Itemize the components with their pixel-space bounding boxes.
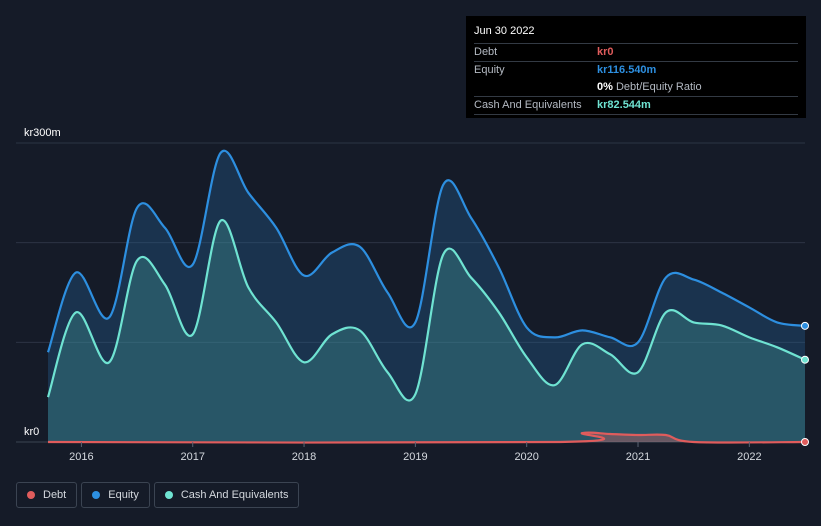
y-tick-label-zero: kr0 bbox=[24, 426, 39, 438]
x-tick-label-2019: 2019 bbox=[403, 451, 427, 463]
end-marker-debt bbox=[801, 438, 809, 446]
area-cash-and-equivalents bbox=[48, 220, 805, 442]
axes: kr300m kr0 2016 2017 2018 2019 2020 2021 2022 bbox=[24, 127, 762, 463]
tooltip-ratio-text: Debt/Equity Ratio bbox=[615, 81, 702, 93]
x-tick-label-2021: 2021 bbox=[626, 451, 650, 463]
x-tick-label-2018: 2018 bbox=[292, 451, 316, 463]
legend-item-cash[interactable]: Cash And Equivalents bbox=[153, 482, 300, 508]
end-marker-equity bbox=[801, 321, 809, 330]
legend-label-debt: Debt bbox=[43, 489, 67, 501]
tooltip-date: Jun 30 2022 bbox=[474, 23, 798, 44]
legend-dot-cash bbox=[164, 491, 173, 499]
legend-item-equity[interactable]: Equity bbox=[81, 482, 150, 508]
legend-label-equity: Equity bbox=[108, 489, 139, 501]
series-areas bbox=[48, 150, 805, 443]
legend-dot-equity bbox=[92, 491, 101, 499]
line-cash-and-equivalents bbox=[46, 219, 806, 402]
legend-item-debt[interactable]: Debt bbox=[16, 482, 78, 508]
legend-label-cash: Cash And Equivalents bbox=[180, 489, 289, 501]
tooltip-ratio-value: 0% bbox=[597, 81, 613, 93]
y-tick-label-top: kr300m bbox=[24, 127, 61, 139]
tooltip-row-debt: Debt kr0 bbox=[474, 44, 798, 62]
tooltip-equity-label: Equity bbox=[474, 64, 505, 76]
chart-legend: Debt Equity Cash And Equivalents bbox=[16, 482, 300, 508]
tooltip-row-cash: Cash And Equivalents kr82.544m bbox=[474, 97, 798, 115]
line-equity bbox=[46, 149, 806, 353]
tooltip-row-ratio: 0% Debt/Equity Ratio bbox=[474, 79, 798, 97]
area-equity bbox=[48, 150, 805, 442]
x-tick-label-2020: 2020 bbox=[514, 451, 538, 463]
tooltip-ratio-label-spacer bbox=[474, 79, 597, 96]
data-tooltip: Jun 30 2022 Debt kr0 Equity kr116.540m 0… bbox=[466, 16, 806, 118]
tooltip-row-equity: Equity kr116.540m bbox=[474, 62, 798, 79]
tooltip-debt-label: Debt bbox=[474, 46, 498, 58]
series-lines bbox=[46, 149, 806, 444]
tooltip-debt-value: kr0 bbox=[597, 46, 614, 58]
tooltip-equity-value: kr116.540m bbox=[597, 64, 657, 76]
line-debt bbox=[47, 431, 806, 444]
legend-dot-debt bbox=[27, 491, 35, 499]
tooltip-cash-label: Cash And Equivalents bbox=[474, 99, 582, 111]
tooltip-cash-value: kr82.544m bbox=[597, 99, 651, 111]
x-tick-label-2016: 2016 bbox=[69, 451, 93, 463]
x-tick-label-2017: 2017 bbox=[180, 451, 204, 463]
series-end-markers bbox=[801, 321, 809, 446]
x-tick-label-2022: 2022 bbox=[737, 451, 761, 463]
end-marker-cash-and-equivalents bbox=[801, 355, 809, 364]
tooltip-ratio: 0% Debt/Equity Ratio bbox=[597, 79, 702, 96]
